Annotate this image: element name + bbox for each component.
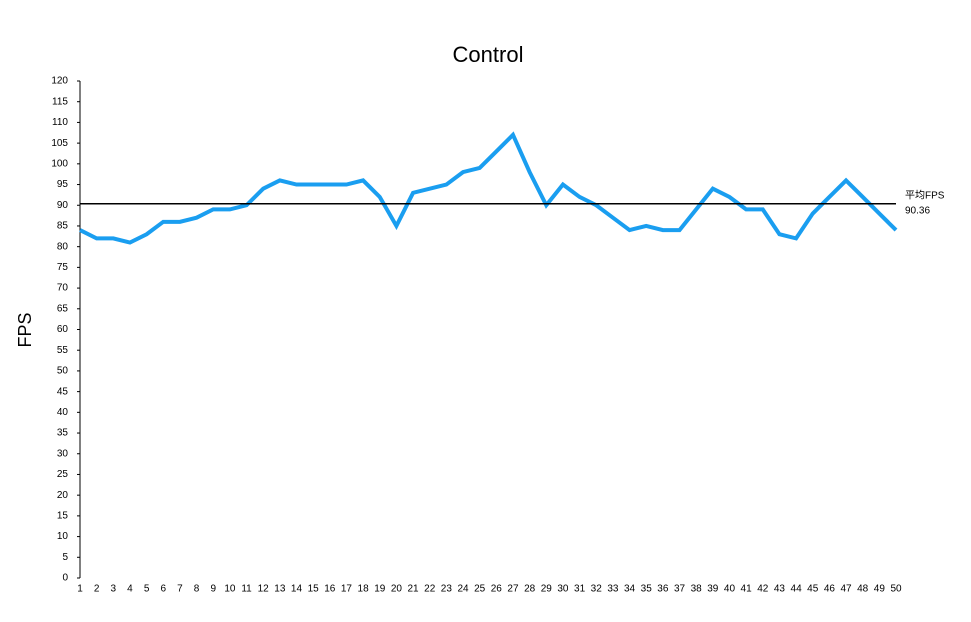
x-tick-label: 18 [358,584,370,595]
x-tick-label: 4 [127,584,133,595]
y-tick-label: 15 [57,511,69,522]
y-tick-label: 65 [57,303,69,314]
y-tick-label: 115 [52,96,68,107]
x-tick-label: 29 [541,584,553,595]
y-tick-label: 45 [57,386,69,397]
x-tick-label: 33 [607,584,619,595]
y-tick-label: 35 [57,428,69,439]
x-tick-label: 43 [774,584,786,595]
y-tick-label: 55 [57,345,69,356]
x-tick-label: 17 [341,584,353,595]
x-tick-label: 40 [724,584,736,595]
x-tick-label: 13 [274,584,286,595]
x-tick-label: 2 [94,584,100,595]
x-tick-label: 41 [741,584,753,595]
x-tick-label: 7 [177,584,183,595]
x-tick-label: 21 [407,584,419,595]
x-tick-label: 14 [291,584,303,595]
x-tick-label: 30 [557,584,569,595]
y-tick-label: 105 [51,138,68,149]
y-tick-label: 85 [57,221,69,232]
data-line [79,131,898,245]
y-tick-label: 90 [57,200,69,211]
x-tick-label: 50 [890,584,902,595]
x-tick-label: 39 [707,584,719,595]
y-tick-label: 50 [57,366,69,377]
y-tick-label: 80 [57,241,69,252]
y-tick-label: 10 [57,531,69,542]
x-tick-label: 46 [824,584,836,595]
y-tick-label: 120 [51,76,68,87]
x-tick-label: 48 [857,584,869,595]
x-tick-label: 49 [874,584,886,595]
x-tick-label: 6 [160,584,166,595]
x-tick-label: 32 [591,584,603,595]
x-tick-label: 16 [324,584,336,595]
x-tick-label: 25 [474,584,486,595]
x-tick-label: 8 [194,584,200,595]
average-value: 90.36 [905,205,930,216]
y-tick-label: 110 [52,117,68,128]
x-tick-label: 1 [77,584,83,595]
y-tick-label: 30 [57,448,69,459]
x-tick-label: 5 [144,584,150,595]
y-tick-label: 0 [62,573,68,584]
y-tick-label: 40 [57,407,69,418]
x-tick-label: 44 [791,584,803,595]
x-tick-label: 34 [624,584,636,595]
x-tick-label: 38 [691,584,703,595]
x-tick-label: 42 [757,584,769,595]
x-tick-label: 9 [210,584,216,595]
x-tick-label: 45 [807,584,819,595]
x-tick-label: 26 [491,584,503,595]
y-tick-label: 25 [57,469,69,480]
x-tick-label: 12 [258,584,270,595]
x-tick-label: 37 [674,584,686,595]
x-tick-label: 20 [391,584,403,595]
x-tick-label: 22 [424,584,436,595]
x-tick-label: 35 [641,584,653,595]
y-tick-label: 20 [57,490,69,501]
average-label: 平均FPS [905,189,945,201]
x-tick-label: 23 [441,584,453,595]
x-tick-label: 10 [224,584,236,595]
y-tick-label: 75 [57,262,69,273]
y-tick-label: 70 [57,283,69,294]
x-tick-label: 11 [241,584,252,595]
y-tick-label: 5 [62,552,68,563]
x-tick-label: 3 [111,584,117,595]
x-tick-label: 36 [657,584,669,595]
x-tick-label: 24 [457,584,469,595]
x-tick-label: 19 [374,584,386,595]
y-tick-label: 100 [51,158,68,169]
x-tick-label: 47 [840,584,852,595]
x-tick-label: 15 [308,584,320,595]
x-tick-label: 28 [524,584,536,595]
y-tick-label: 60 [57,324,69,335]
y-tick-label: 95 [57,179,69,190]
x-tick-label: 31 [574,584,586,595]
x-tick-label: 27 [507,584,519,595]
y-axis-label: FPS [15,312,35,347]
chart-title: Control [453,42,524,67]
